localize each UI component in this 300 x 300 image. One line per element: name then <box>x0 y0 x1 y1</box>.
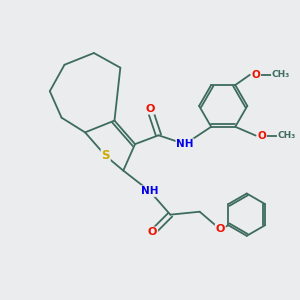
Text: O: O <box>257 130 266 141</box>
Text: O: O <box>251 70 260 80</box>
Text: O: O <box>145 104 154 114</box>
Text: CH₃: CH₃ <box>278 131 296 140</box>
Text: O: O <box>148 227 158 237</box>
Text: NH: NH <box>141 186 158 196</box>
Text: O: O <box>216 224 225 234</box>
Text: S: S <box>101 149 110 162</box>
Text: NH: NH <box>176 139 194 149</box>
Text: CH₃: CH₃ <box>272 70 290 79</box>
